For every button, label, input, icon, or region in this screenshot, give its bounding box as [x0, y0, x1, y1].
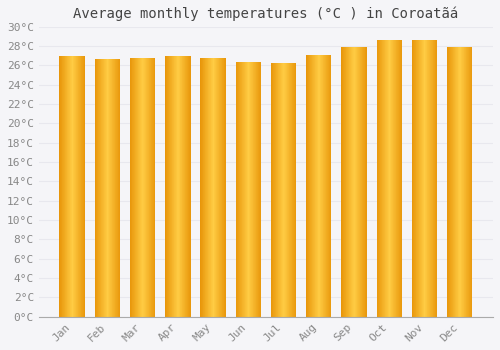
Title: Average monthly temperatures (°C ) in Coroatãá: Average monthly temperatures (°C ) in Co…: [74, 7, 458, 21]
